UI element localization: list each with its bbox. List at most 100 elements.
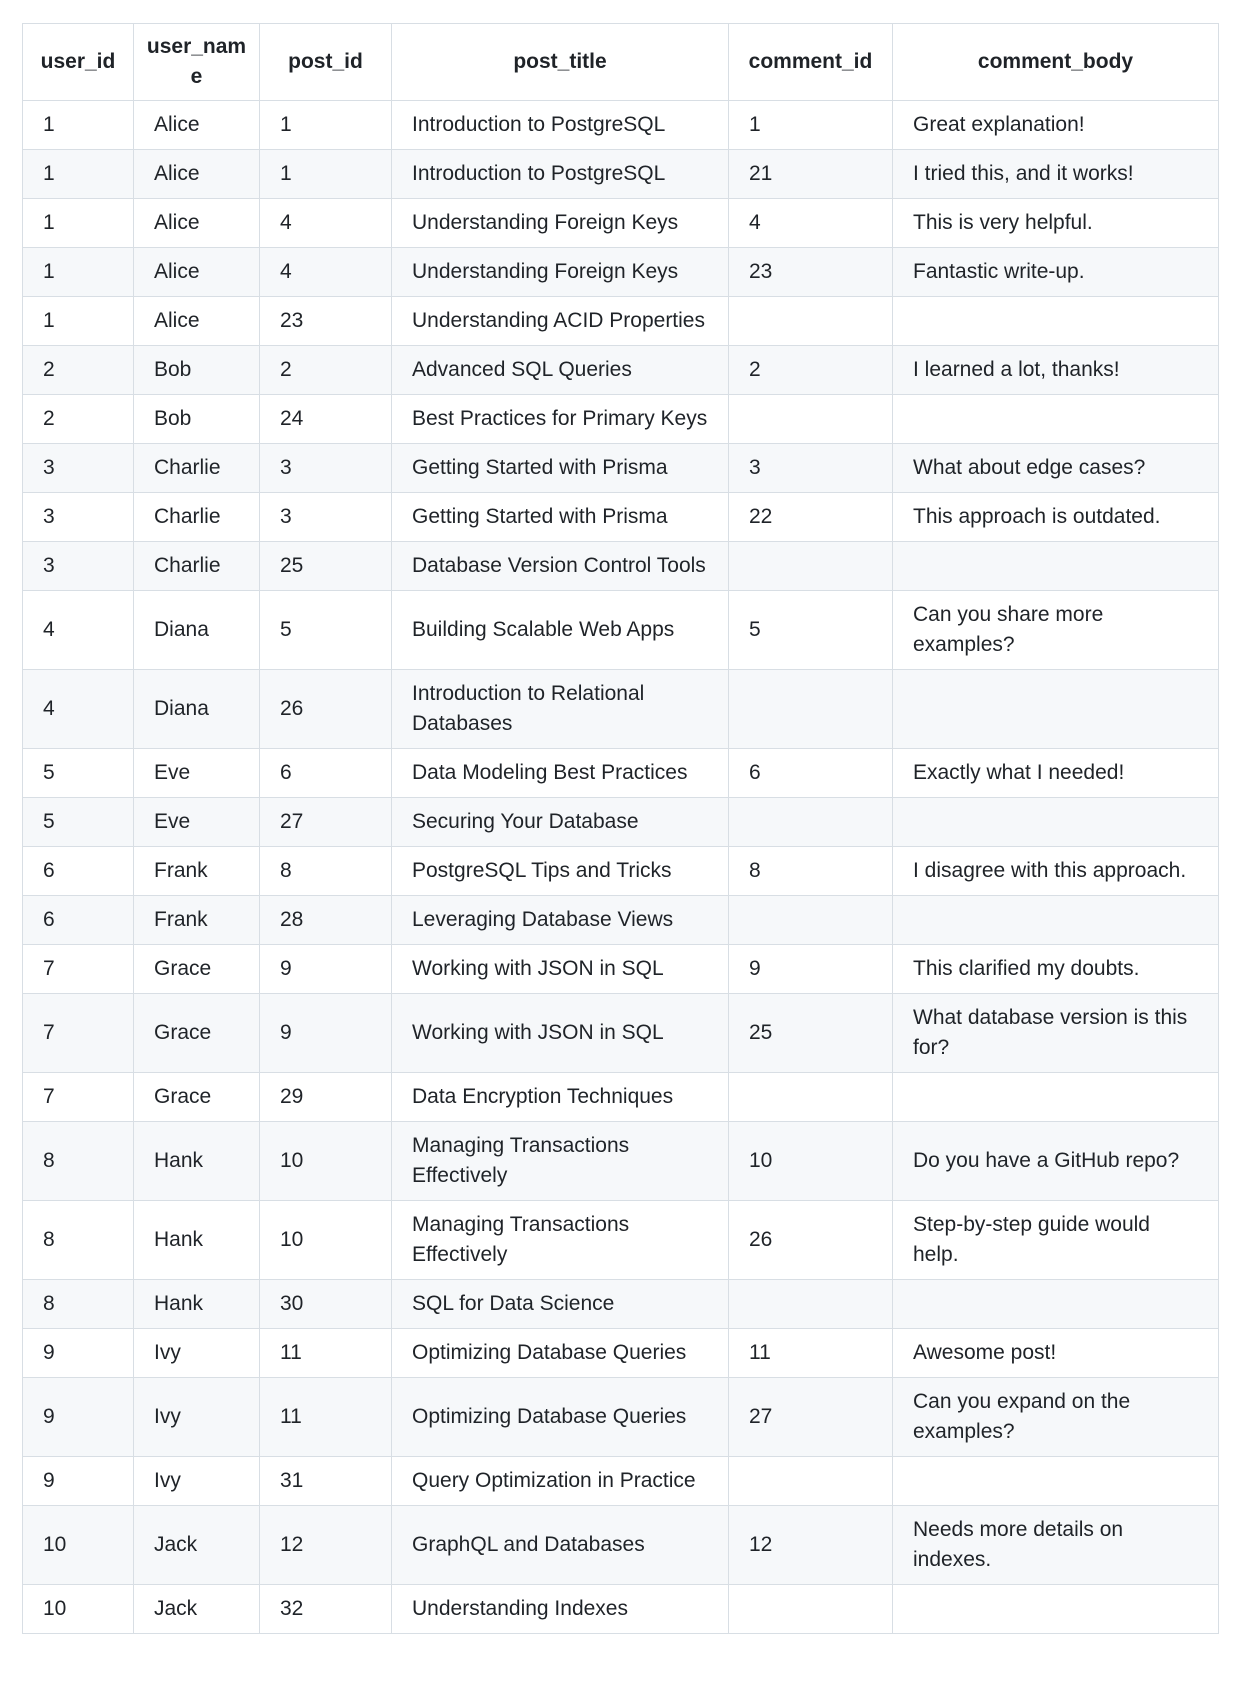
cell-post_title: Query Optimization in Practice — [391, 1456, 729, 1506]
cell-post_id: 11 — [259, 1328, 392, 1378]
cell-user_id: 1 — [22, 247, 134, 297]
cell-user_id: 1 — [22, 100, 134, 150]
cell-user_id: 10 — [22, 1505, 134, 1585]
cell-user_id: 1 — [22, 149, 134, 199]
cell-post_id: 4 — [259, 198, 392, 248]
cell-user_id: 3 — [22, 541, 134, 591]
cell-post_id: 23 — [259, 296, 392, 346]
table-row: 9 Ivy 31 Query Optimization in Practice — [22, 1456, 1219, 1506]
table-row: 8 Hank 10 Managing Transactions Effectively… — [22, 1200, 1219, 1280]
cell-post_title: Understanding ACID Properties — [391, 296, 729, 346]
table-row: 1 Alice 4 Understanding Foreign Keys 23 Fanta… — [22, 247, 1219, 297]
cell-user_id: 4 — [22, 590, 134, 670]
table-row: 1 Alice 23 Understanding ACID Properties — [22, 296, 1219, 346]
query-results-table: user_id user_name post_id post_title comment… — [22, 23, 1219, 1634]
cell-post_id: 8 — [259, 846, 392, 896]
cell-comment_body — [892, 797, 1219, 847]
cell-post_title: Securing Your Database — [391, 797, 729, 847]
cell-post_id: 26 — [259, 669, 392, 749]
cell-post_id: 3 — [259, 443, 392, 493]
table-row: 8 Hank 10 Managing Transactions Effectively… — [22, 1121, 1219, 1201]
table-row: 1 Alice 1 Introduction to PostgreSQL 21 I tri… — [22, 149, 1219, 199]
cell-user_name: Ivy — [133, 1456, 260, 1506]
cell-user_id: 8 — [22, 1200, 134, 1280]
cell-comment_body: What database version is this for? — [892, 993, 1219, 1073]
cell-comment_id: 1 — [728, 100, 893, 150]
cell-comment_id: 8 — [728, 846, 893, 896]
cell-user_id: 8 — [22, 1279, 134, 1329]
cell-comment_id: 27 — [728, 1377, 893, 1457]
table-row: 10 Jack 32 Understanding Indexes — [22, 1584, 1219, 1634]
cell-comment_id — [728, 541, 893, 591]
cell-comment_body — [892, 541, 1219, 591]
table-row: 3 Charlie 3 Getting Started with Prisma 22 Th… — [22, 492, 1219, 542]
cell-user_id: 2 — [22, 394, 134, 444]
table-row: 9 Ivy 11 Optimizing Database Queries 11 Aweso… — [22, 1328, 1219, 1378]
cell-post_id: 29 — [259, 1072, 392, 1122]
cell-user_name: Charlie — [133, 492, 260, 542]
cell-comment_body: Great explanation! — [892, 100, 1219, 150]
table-row: 5 Eve 27 Securing Your Database — [22, 797, 1219, 847]
cell-post_id: 25 — [259, 541, 392, 591]
cell-comment_id — [728, 797, 893, 847]
cell-comment_id — [728, 394, 893, 444]
cell-user_name: Grace — [133, 1072, 260, 1122]
cell-comment_id: 23 — [728, 247, 893, 297]
header-row: user_id user_name post_id post_title comment… — [22, 23, 1219, 101]
table-row: 3 Charlie 3 Getting Started with Prisma 3 Wha… — [22, 443, 1219, 493]
table-row: 4 Diana 5 Building Scalable Web Apps 5 Can yo… — [22, 590, 1219, 670]
cell-user_name: Bob — [133, 394, 260, 444]
cell-comment_id: 11 — [728, 1328, 893, 1378]
cell-post_title: Data Encryption Techniques — [391, 1072, 729, 1122]
table-row: 6 Frank 28 Leveraging Database Views — [22, 895, 1219, 945]
cell-post_id: 10 — [259, 1121, 392, 1201]
cell-user_name: Charlie — [133, 443, 260, 493]
cell-comment_id — [728, 1456, 893, 1506]
cell-user_name: Eve — [133, 797, 260, 847]
cell-user_id: 7 — [22, 944, 134, 994]
cell-post_id: 9 — [259, 993, 392, 1073]
cell-user_id: 10 — [22, 1584, 134, 1634]
cell-user_id: 5 — [22, 748, 134, 798]
cell-user_name: Bob — [133, 345, 260, 395]
column-header-post_id: post_id — [259, 23, 392, 101]
cell-user_name: Hank — [133, 1279, 260, 1329]
cell-post_title: Introduction to PostgreSQL — [391, 149, 729, 199]
column-header-comment_body: comment_body — [892, 23, 1219, 101]
cell-post_title: Getting Started with Prisma — [391, 443, 729, 493]
cell-post_id: 31 — [259, 1456, 392, 1506]
cell-comment_body: Step-by-step guide would help. — [892, 1200, 1219, 1280]
cell-user_id: 6 — [22, 846, 134, 896]
cell-post_title: Building Scalable Web Apps — [391, 590, 729, 670]
cell-post_title: Managing Transactions Effectively — [391, 1200, 729, 1280]
cell-post_title: Understanding Indexes — [391, 1584, 729, 1634]
cell-comment_body: This clarified my doubts. — [892, 944, 1219, 994]
cell-post_title: Best Practices for Primary Keys — [391, 394, 729, 444]
cell-comment_body — [892, 1072, 1219, 1122]
column-header-user_name: user_name — [133, 23, 260, 101]
cell-post_id: 24 — [259, 394, 392, 444]
cell-user_id: 2 — [22, 345, 134, 395]
table-row: 1 Alice 4 Understanding Foreign Keys 4 This i… — [22, 198, 1219, 248]
column-header-comment_id: comment_id — [728, 23, 893, 101]
cell-post_title: Working with JSON in SQL — [391, 993, 729, 1073]
cell-comment_body: Needs more details on indexes. — [892, 1505, 1219, 1585]
cell-user_name: Diana — [133, 669, 260, 749]
cell-comment_id: 10 — [728, 1121, 893, 1201]
cell-comment_id: 2 — [728, 345, 893, 395]
cell-post_id: 11 — [259, 1377, 392, 1457]
cell-user_id: 4 — [22, 669, 134, 749]
cell-comment_body — [892, 296, 1219, 346]
cell-user_id: 7 — [22, 1072, 134, 1122]
cell-comment_body: I tried this, and it works! — [892, 149, 1219, 199]
cell-comment_id — [728, 669, 893, 749]
cell-user_name: Alice — [133, 100, 260, 150]
cell-user_name: Alice — [133, 198, 260, 248]
cell-post_title: Data Modeling Best Practices — [391, 748, 729, 798]
cell-user_id: 1 — [22, 198, 134, 248]
cell-user_name: Frank — [133, 846, 260, 896]
cell-post_id: 28 — [259, 895, 392, 945]
column-header-user_id: user_id — [22, 23, 134, 101]
cell-user_name: Alice — [133, 296, 260, 346]
cell-comment_body: This approach is outdated. — [892, 492, 1219, 542]
